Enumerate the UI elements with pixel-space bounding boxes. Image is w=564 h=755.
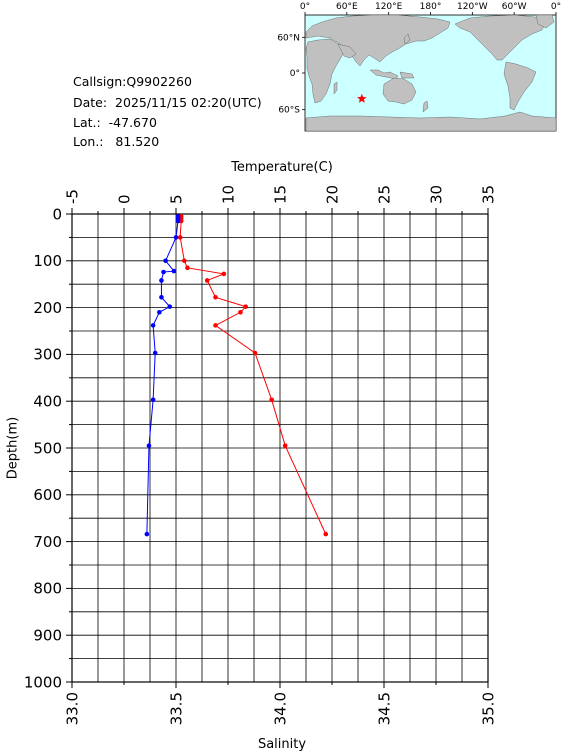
temperature-data-point	[185, 265, 190, 271]
temperature-data-point	[323, 531, 329, 537]
land-australia	[382, 77, 417, 105]
map-longitude-labels: 0° 60°E 120°E 180° 120°W 60°W 0°	[300, 2, 561, 12]
depth-tick-label: 900	[33, 626, 62, 644]
land-japan	[403, 33, 411, 45]
chart-series	[144, 214, 329, 537]
map-lon-label: 120°E	[375, 2, 403, 12]
salinity-tick-label: 35.0	[479, 692, 497, 725]
latitude-text: Lat.: -47.670	[73, 115, 157, 130]
map-lon-label: 0°	[551, 2, 561, 12]
salinity-data-point	[159, 295, 164, 300]
salinity-data-point	[173, 235, 179, 240]
salinity-tick-label: 33.0	[63, 692, 81, 725]
salinity-data-point	[146, 443, 152, 448]
temperature-tick-label: -5	[63, 189, 81, 204]
salinity-profile-line	[146, 216, 179, 535]
temperature-tick-label: 10	[219, 185, 237, 204]
salinity-data-point	[167, 304, 173, 309]
land-new-zealand	[422, 100, 429, 113]
salinity-tick-label: 33.5	[167, 692, 185, 725]
land-madagascar	[333, 81, 338, 95]
salinity-data-point	[161, 269, 166, 275]
depth-tick-label: 1000	[24, 673, 62, 691]
depth-tick-label: 300	[33, 346, 62, 364]
temperature-data-point	[282, 443, 288, 448]
temperature-data-point	[204, 278, 210, 283]
date-text: Date: 2025/11/15 02:20(UTC)	[73, 95, 262, 110]
depth-tick-label: 400	[33, 392, 62, 410]
land-arabia	[337, 43, 357, 59]
land-new-guinea	[399, 71, 415, 79]
map-land	[305, 14, 557, 132]
land-antarctica	[305, 111, 557, 132]
temperature-tick-label: 5	[167, 194, 185, 204]
map-lon-label: 60°W	[502, 2, 527, 12]
salinity-data-point	[163, 258, 168, 264]
map-lat-label: 60°N	[277, 33, 300, 43]
salinity-tick-label: 34.0	[271, 692, 289, 725]
temperature-tick-label: 25	[375, 185, 393, 204]
salinity-data-point	[159, 278, 164, 283]
salinity-data-point	[171, 268, 177, 274]
temperature-tick-label: 20	[323, 185, 341, 204]
temperature-data-point	[213, 323, 218, 328]
salinity-axis-title: Salinity	[258, 737, 306, 751]
land-greenland	[535, 14, 555, 29]
station-location-marker	[357, 93, 367, 103]
depth-tick-label: 100	[33, 252, 62, 270]
depth-tick-label: 800	[33, 580, 62, 598]
salinity-data-point	[175, 218, 181, 224]
temperature-tick-label: 35	[479, 185, 497, 204]
map-lon-label: 180°	[420, 2, 442, 12]
depth-tick-label: 600	[33, 486, 62, 504]
world-map: 0° 60°E 120°E 180° 120°W 60°W 0° 60°N 0° 60°S	[277, 2, 561, 132]
temperature-tick-label: 30	[427, 185, 445, 204]
depth-tick-label: 200	[33, 299, 62, 317]
map-lat-label: 60°S	[278, 106, 300, 116]
depth-tick-label: 0	[52, 205, 62, 223]
map-lat-label: 0°	[290, 69, 300, 79]
temperature-data-point	[252, 350, 258, 356]
salinity-data-point	[150, 397, 156, 403]
temperature-data-point	[182, 258, 187, 264]
temperature-axis-title: Temperature(C)	[230, 160, 333, 175]
temperature-data-point	[269, 397, 274, 403]
temperature-tick-label: 0	[115, 194, 133, 204]
salinity-data-point	[150, 323, 156, 328]
temperature-profile-line	[179, 216, 327, 535]
depth-tick-label: 700	[33, 533, 62, 551]
map-lon-label: 0°	[300, 2, 310, 12]
star-icon	[357, 93, 367, 103]
callsign-text: Callsign:Q9902260	[73, 74, 192, 89]
land-south-america	[503, 61, 537, 111]
depth-tick-label: 500	[33, 439, 62, 457]
salinity-data-point	[144, 531, 150, 537]
salinity-data-point	[157, 309, 162, 315]
salinity-data-point	[152, 350, 158, 356]
temperature-tick-label: 15	[271, 185, 289, 204]
land-indonesia	[369, 69, 399, 80]
salinity-tick-label: 34.5	[375, 692, 393, 725]
temperature-data-point	[177, 235, 183, 240]
depth-axis-title: Depth(m)	[6, 417, 21, 479]
temperature-data-point	[243, 304, 248, 309]
chart-gridlines	[71, 213, 489, 683]
map-lon-label: 120°W	[457, 2, 488, 12]
temperature-data-point	[213, 295, 218, 300]
land-north-america	[454, 14, 547, 61]
map-lon-label: 60°E	[336, 2, 358, 12]
longitude-text: Lon.: 81.520	[73, 134, 160, 149]
temperature-data-point	[238, 309, 243, 315]
temperature-data-point	[221, 271, 227, 277]
map-latitude-labels: 60°N 0° 60°S	[277, 33, 300, 115]
map-frame-ticks	[302, 12, 557, 111]
